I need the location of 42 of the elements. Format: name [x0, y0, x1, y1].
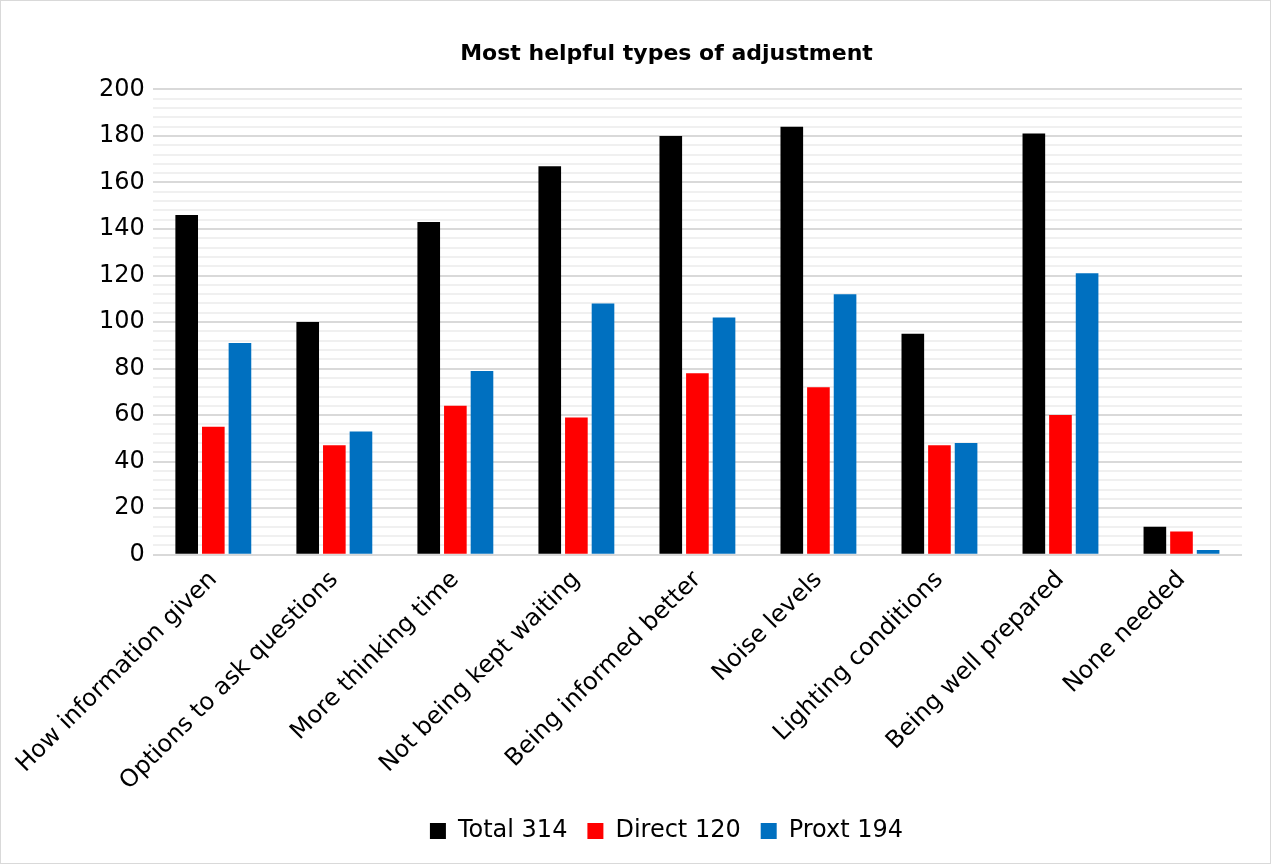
bar: [833, 294, 857, 554]
bar: [659, 135, 683, 554]
bar: [780, 126, 804, 554]
y-tick-label: 100: [99, 306, 145, 335]
y-tick-label: 20: [114, 492, 145, 521]
y-tick-label: 200: [99, 73, 145, 102]
y-tick-label: 120: [99, 259, 145, 288]
legend-label: Total 314: [456, 815, 568, 844]
bar: [323, 445, 346, 554]
y-tick-label: 180: [99, 120, 145, 149]
bar: [538, 166, 562, 554]
bar: [1196, 550, 1220, 554]
bar: [1049, 415, 1072, 554]
chart-title: Most helpful types of adjustment: [460, 39, 874, 65]
bar: [901, 333, 925, 554]
bar: [1143, 526, 1167, 554]
bar: [417, 222, 441, 554]
bar: [1075, 273, 1099, 554]
bar: [591, 303, 615, 554]
bar: [1022, 133, 1046, 554]
y-tick-label: 160: [99, 166, 145, 195]
bar: [228, 342, 252, 554]
bar: [1170, 531, 1193, 554]
bar: [349, 431, 373, 554]
y-tick-label: 140: [99, 213, 145, 242]
y-tick-label: 80: [114, 352, 145, 381]
bar: [928, 445, 951, 554]
bar: [807, 387, 830, 554]
bar: [954, 443, 978, 554]
bar: [565, 417, 588, 554]
legend-label: Direct 120: [615, 815, 741, 844]
legend-label: Proxt 194: [788, 815, 904, 844]
bar: [202, 426, 225, 554]
bar: [296, 322, 320, 554]
bar: [444, 405, 467, 554]
y-tick-label: 60: [114, 399, 145, 428]
y-tick-label: 40: [114, 445, 145, 474]
bar: [175, 215, 199, 554]
bar: [712, 317, 736, 554]
y-tick-label: 0: [129, 538, 145, 567]
bar: [686, 373, 709, 554]
bar: [470, 370, 494, 554]
